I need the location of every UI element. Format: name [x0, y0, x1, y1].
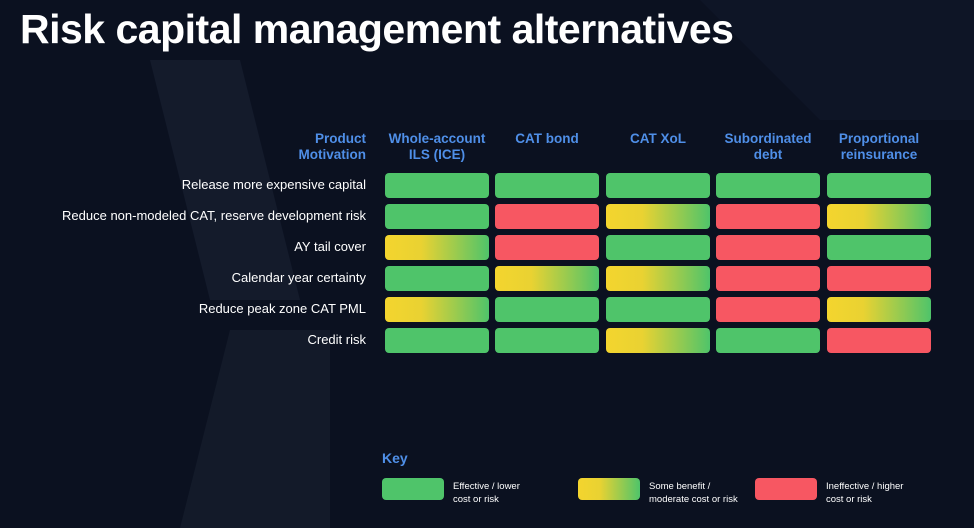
row-label: AY tail cover — [294, 239, 366, 254]
key-label: Effective / lower cost or risk — [453, 480, 563, 506]
column-header: Whole-account ILS (ICE) — [379, 131, 495, 163]
rating-cell-ineffective — [716, 266, 820, 291]
key-swatch-some — [578, 478, 640, 500]
rating-cell-effective — [495, 328, 599, 353]
rating-cell-effective — [827, 173, 931, 198]
key-label-line: cost or risk — [453, 494, 499, 505]
column-header: CAT XoL — [600, 131, 716, 147]
column-header: Proportional reinsurance — [821, 131, 937, 163]
row-label: Calendar year certainty — [231, 270, 366, 285]
key-label-line: Effective / lower — [453, 481, 520, 492]
rating-cell-some — [606, 328, 710, 353]
rating-cell-some — [827, 297, 931, 322]
rating-cell-some — [606, 266, 710, 291]
rating-cell-effective — [385, 173, 489, 198]
corner-header-line: Motivation — [298, 147, 367, 162]
rating-cell-ineffective — [716, 297, 820, 322]
rating-cell-ineffective — [716, 235, 820, 260]
column-header: CAT bond — [489, 131, 605, 147]
rating-cell-some — [606, 204, 710, 229]
key-swatch-ineffective — [755, 478, 817, 500]
column-header: Subordinated debt — [710, 131, 826, 163]
rating-cell-ineffective — [716, 204, 820, 229]
rating-cell-ineffective — [827, 328, 931, 353]
rating-cell-some — [385, 297, 489, 322]
row-label: Reduce peak zone CAT PML — [198, 301, 366, 316]
corner-header: Product Motivation — [280, 131, 367, 163]
rating-cell-effective — [385, 204, 489, 229]
key-label-line: moderate cost or risk — [649, 494, 738, 505]
rating-cell-ineffective — [827, 266, 931, 291]
rating-cell-effective — [385, 266, 489, 291]
rating-cell-some — [495, 266, 599, 291]
row-label: Reduce non-modeled CAT, reserve developm… — [62, 208, 366, 223]
row-label: Credit risk — [307, 332, 366, 347]
corner-header-line: Product — [314, 131, 366, 146]
rating-cell-some — [827, 204, 931, 229]
rating-cell-effective — [716, 173, 820, 198]
column-header-line: reinsurance — [840, 147, 918, 162]
rating-cell-ineffective — [495, 235, 599, 260]
column-header-line: ILS (ICE) — [408, 147, 466, 162]
key-label: Some benefit / moderate cost or risk — [649, 480, 759, 506]
column-header-line: Whole-account — [388, 131, 486, 146]
rating-cell-effective — [606, 297, 710, 322]
key-label: Ineffective / higher cost or risk — [826, 480, 936, 506]
key-title: Key — [382, 450, 408, 466]
key-label-line: Some benefit / — [649, 481, 711, 492]
column-header-line: Proportional — [838, 131, 920, 146]
rating-cell-effective — [495, 297, 599, 322]
key-label-line: cost or risk — [826, 494, 872, 505]
column-header-line: CAT XoL — [630, 131, 686, 146]
column-header-line: debt — [753, 147, 783, 162]
key-swatch-effective — [382, 478, 444, 500]
rating-cell-effective — [716, 328, 820, 353]
key-label-line: Ineffective / higher — [826, 481, 904, 492]
row-label: Release more expensive capital — [181, 177, 366, 192]
rating-cell-effective — [827, 235, 931, 260]
column-header-line: Subordinated — [724, 131, 812, 146]
rating-cell-effective — [495, 173, 599, 198]
rating-cell-effective — [606, 173, 710, 198]
page-title: Risk capital management alternatives — [20, 6, 734, 52]
rating-cell-some — [385, 235, 489, 260]
rating-cell-ineffective — [495, 204, 599, 229]
rating-cell-effective — [606, 235, 710, 260]
column-header-line: CAT bond — [515, 131, 579, 146]
rating-cell-effective — [385, 328, 489, 353]
